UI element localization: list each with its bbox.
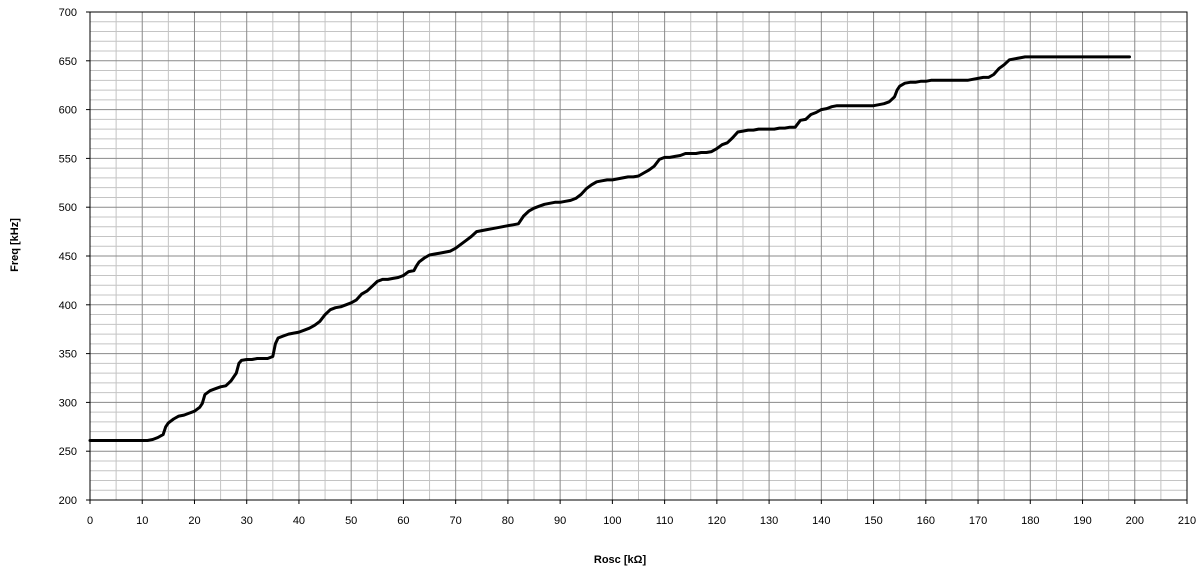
x-tick-label: 90 [554, 515, 566, 527]
x-tick-label: 50 [345, 515, 357, 527]
y-tick-label: 500 [59, 202, 77, 214]
x-tick-label: 180 [1021, 515, 1039, 527]
x-tick-label: 10 [136, 515, 148, 527]
x-tick-label: 120 [708, 515, 726, 527]
y-tick-label: 450 [59, 251, 77, 263]
x-tick-label: 150 [864, 515, 882, 527]
x-tick-label: 30 [241, 515, 253, 527]
y-axis-title: Freq [kHz] [9, 218, 21, 272]
x-tick-label: 40 [293, 515, 305, 527]
y-tick-label: 300 [59, 397, 77, 409]
x-tick-label: 80 [502, 515, 514, 527]
y-tick-label: 400 [59, 300, 77, 312]
y-tick-label: 650 [59, 56, 77, 68]
x-tick-label: 20 [188, 515, 200, 527]
x-axis-ticks: 0 10 20 30 40 50 60 70 80 90 100 110 120 130 140 150 160… [87, 500, 1196, 527]
series-line [88, 55, 1131, 442]
x-tick-label: 70 [450, 515, 462, 527]
series-layer [88, 55, 1131, 442]
x-tick-label: 60 [397, 515, 409, 527]
x-tick-label: 0 [87, 515, 93, 527]
x-tick-label: 210 [1178, 515, 1196, 527]
x-tick-label: 190 [1073, 515, 1091, 527]
y-tick-label: 200 [59, 495, 77, 507]
y-tick-label: 550 [59, 153, 77, 165]
x-tick-label: 140 [812, 515, 830, 527]
y-tick-label: 350 [59, 349, 77, 361]
x-tick-label: 100 [603, 515, 621, 527]
major-grid [90, 12, 1187, 500]
y-tick-label: 700 [59, 7, 77, 19]
y-axis-ticks: 200 250 300 350 400 450 500 550 600 650 700 [59, 7, 90, 507]
y-tick-label: 250 [59, 446, 77, 458]
y-tick-label: 600 [59, 105, 77, 117]
x-tick-label: 170 [969, 515, 987, 527]
x-tick-label: 110 [656, 515, 674, 527]
x-axis-title: Rosc [kΩ] [594, 554, 647, 566]
x-tick-label: 200 [1126, 515, 1144, 527]
x-tick-label: 130 [760, 515, 778, 527]
x-tick-label: 160 [917, 515, 935, 527]
